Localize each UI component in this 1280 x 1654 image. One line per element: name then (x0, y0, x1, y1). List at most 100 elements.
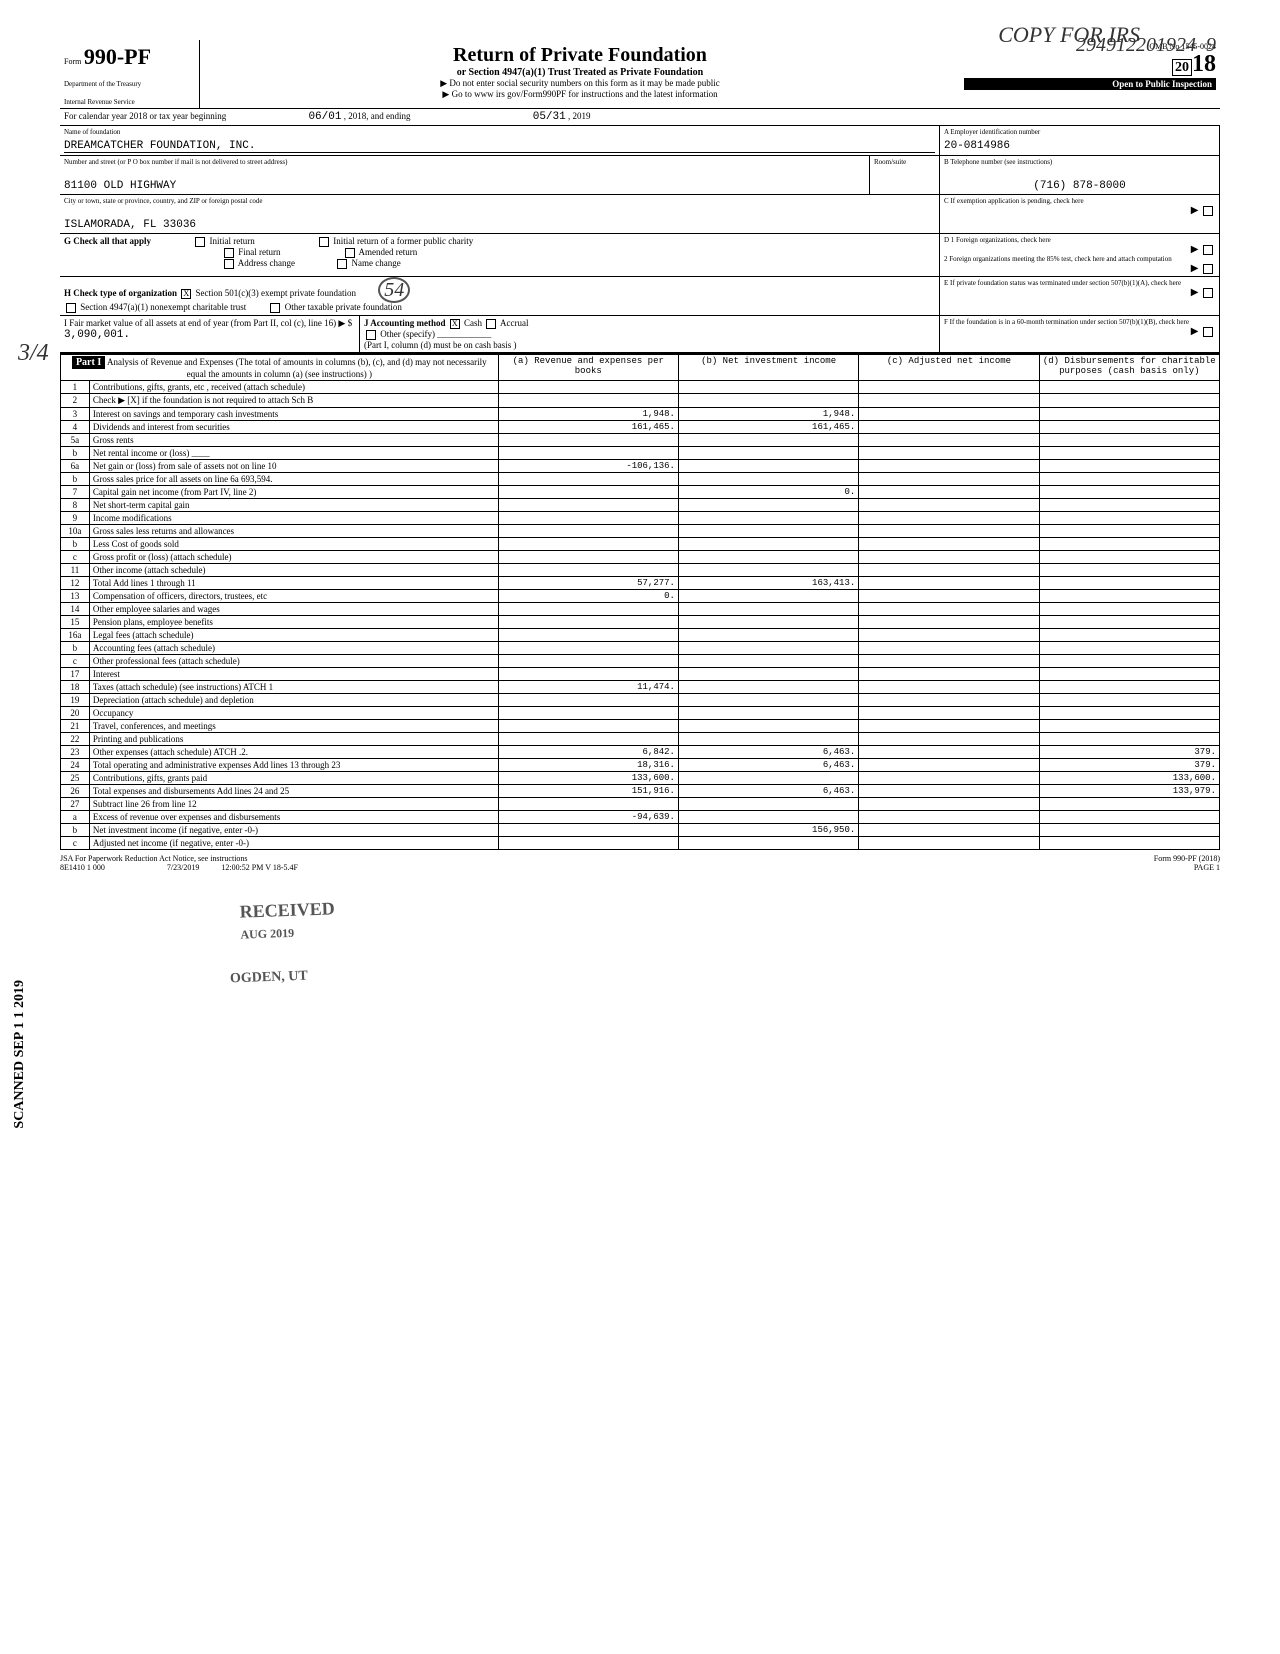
line-number: b (61, 472, 90, 485)
line-number: 10a (61, 524, 90, 537)
line-description: Other employee salaries and wages (89, 602, 498, 615)
line-number: b (61, 537, 90, 550)
table-row: 19Depreciation (attach schedule) and dep… (61, 693, 1220, 706)
col-c-value (859, 563, 1039, 576)
col-a-value (498, 563, 678, 576)
col-a-value (498, 602, 678, 615)
col-a-value: 151,916. (498, 784, 678, 797)
street-label: Number and street (or P O box number if … (64, 158, 865, 166)
line-description: Travel, conferences, and meetings (89, 719, 498, 732)
j-other: Other (specify) (380, 329, 435, 339)
col-c-value (859, 654, 1039, 667)
table-row: 2Check ▶ [X] if the foundation is not re… (61, 393, 1220, 407)
col-c-value (859, 602, 1039, 615)
col-c-value (859, 472, 1039, 485)
col-a-value: 0. (498, 589, 678, 602)
col-c-value (859, 823, 1039, 836)
col-a-value: 161,465. (498, 420, 678, 433)
j-label: J Accounting method (364, 318, 446, 328)
col-b-value (678, 693, 858, 706)
line-number: b (61, 641, 90, 654)
col-d-value (1039, 433, 1219, 446)
col-d-value: 379. (1039, 758, 1219, 771)
line-number: 11 (61, 563, 90, 576)
col-c-value (859, 732, 1039, 745)
col-c-value (859, 380, 1039, 393)
col-a-value: -94,639. (498, 810, 678, 823)
col-d-value (1039, 524, 1219, 537)
table-row: 7Capital gain net income (from Part IV, … (61, 485, 1220, 498)
col-d-value (1039, 797, 1219, 810)
col-d-value (1039, 407, 1219, 420)
table-row: cAdjusted net income (if negative, enter… (61, 836, 1220, 849)
table-row: 12Total Add lines 1 through 1157,277.163… (61, 576, 1220, 589)
col-a-value (498, 472, 678, 485)
inspection-notice: Open to Public Inspection (964, 78, 1216, 90)
line-description: Occupancy (89, 706, 498, 719)
col-d-value (1039, 472, 1219, 485)
col-c-value (859, 745, 1039, 758)
line-number: c (61, 654, 90, 667)
line-number: 7 (61, 485, 90, 498)
col-b-value: 1,948. (678, 407, 858, 420)
h-other: Other taxable private foundation (285, 302, 402, 312)
g-former: Initial return of a former public charit… (333, 236, 473, 246)
ein-label: A Employer identification number (944, 128, 1215, 136)
h-501c3: Section 501(c)(3) exempt private foundat… (196, 288, 356, 298)
line-number: 23 (61, 745, 90, 758)
col-a-value (498, 380, 678, 393)
col-d-value (1039, 446, 1219, 459)
table-row: cOther professional fees (attach schedul… (61, 654, 1220, 667)
line-description: Subtract line 26 from line 12 (89, 797, 498, 810)
j-note: (Part I, column (d) must be on cash basi… (364, 340, 516, 350)
line-description: Adjusted net income (if negative, enter … (89, 836, 498, 849)
col-d-value: 133,979. (1039, 784, 1219, 797)
line-description: Legal fees (attach schedule) (89, 628, 498, 641)
table-row: 10aGross sales less returns and allowanc… (61, 524, 1220, 537)
col-d-value (1039, 680, 1219, 693)
col-d-value (1039, 641, 1219, 654)
table-row: 5aGross rents (61, 433, 1220, 446)
col-d-value (1039, 485, 1219, 498)
period-end: 05/31 (533, 111, 566, 123)
g-amended: Amended return (359, 247, 418, 257)
col-d-value (1039, 511, 1219, 524)
c-label: C If exemption application is pending, c… (944, 197, 1215, 205)
g-label: G Check all that apply (64, 236, 151, 246)
col-c-header: (c) Adjusted net income (859, 354, 1039, 380)
col-b-value (678, 680, 858, 693)
table-row: 15Pension plans, employee benefits (61, 615, 1220, 628)
line-description: Excess of revenue over expenses and disb… (89, 810, 498, 823)
footer-form: Form 990-PF (2018) (1154, 854, 1220, 863)
line-description: Net rental income or (loss) ____ (89, 446, 498, 459)
col-c-value (859, 771, 1039, 784)
table-row: 21Travel, conferences, and meetings (61, 719, 1220, 732)
phone-value: (716) 878-8000 (944, 180, 1215, 192)
year-box: 294912201924 9 OMB No 1545-0024 20201818… (960, 40, 1220, 92)
period-mid: , 2018, and ending (344, 111, 411, 121)
line-description: Gross sales less returns and allowances (89, 524, 498, 537)
line-number: 24 (61, 758, 90, 771)
col-d-value (1039, 615, 1219, 628)
footer-jsa: JSA For Paperwork Reduction Act Notice, … (60, 854, 248, 863)
col-a-value (498, 615, 678, 628)
period-label: For calendar year 2018 or tax year begin… (64, 111, 226, 121)
col-d-value (1039, 823, 1219, 836)
line-number: 17 (61, 667, 90, 680)
table-row: 20Occupancy (61, 706, 1220, 719)
col-d-value: 379. (1039, 745, 1219, 758)
line-description: Net short-term capital gain (89, 498, 498, 511)
col-b-value (678, 667, 858, 680)
col-a-header: (a) Revenue and expenses per books (498, 354, 678, 380)
col-b-value: 161,465. (678, 420, 858, 433)
table-row: 3Interest on savings and temporary cash … (61, 407, 1220, 420)
col-a-value: 6,842. (498, 745, 678, 758)
footer-code: 8E1410 1 000 (60, 863, 105, 872)
col-d-value (1039, 654, 1219, 667)
col-c-value (859, 576, 1039, 589)
table-row: bNet rental income or (loss) ____ (61, 446, 1220, 459)
col-b-value: 163,413. (678, 576, 858, 589)
line-description: Other expenses (attach schedule) ATCH .2… (89, 745, 498, 758)
d2-label: 2 Foreign organizations meeting the 85% … (944, 255, 1215, 263)
arrow-line-2: ▶ Go to www irs gov/Form990PF for instru… (208, 89, 952, 100)
